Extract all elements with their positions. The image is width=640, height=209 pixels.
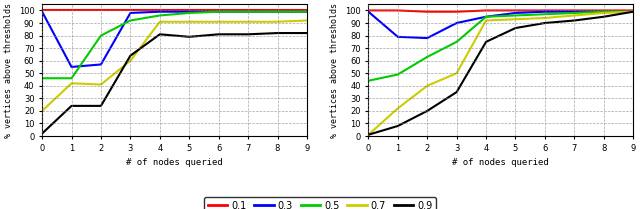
Legend: 0.1, 0.3, 0.5, 0.7, 0.9: 0.1, 0.3, 0.5, 0.7, 0.9 [204, 197, 436, 209]
Y-axis label: % vertices above thresholds: % vertices above thresholds [330, 3, 339, 138]
X-axis label: # of nodes queried: # of nodes queried [126, 158, 223, 167]
Y-axis label: % vertices above thresholds: % vertices above thresholds [4, 3, 13, 138]
X-axis label: # of nodes queried: # of nodes queried [452, 158, 549, 167]
